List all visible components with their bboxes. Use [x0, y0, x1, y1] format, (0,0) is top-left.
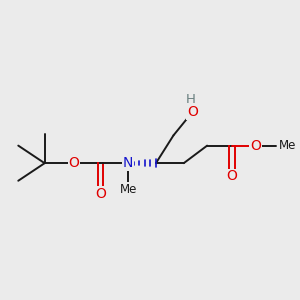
Text: O: O	[226, 169, 238, 183]
Text: Me: Me	[119, 183, 137, 196]
Text: H: H	[186, 93, 196, 106]
Text: O: O	[250, 139, 261, 153]
Text: Me: Me	[279, 139, 296, 152]
Text: O: O	[95, 187, 106, 201]
Text: O: O	[187, 105, 198, 119]
Text: N: N	[123, 156, 133, 170]
Text: O: O	[68, 156, 79, 170]
